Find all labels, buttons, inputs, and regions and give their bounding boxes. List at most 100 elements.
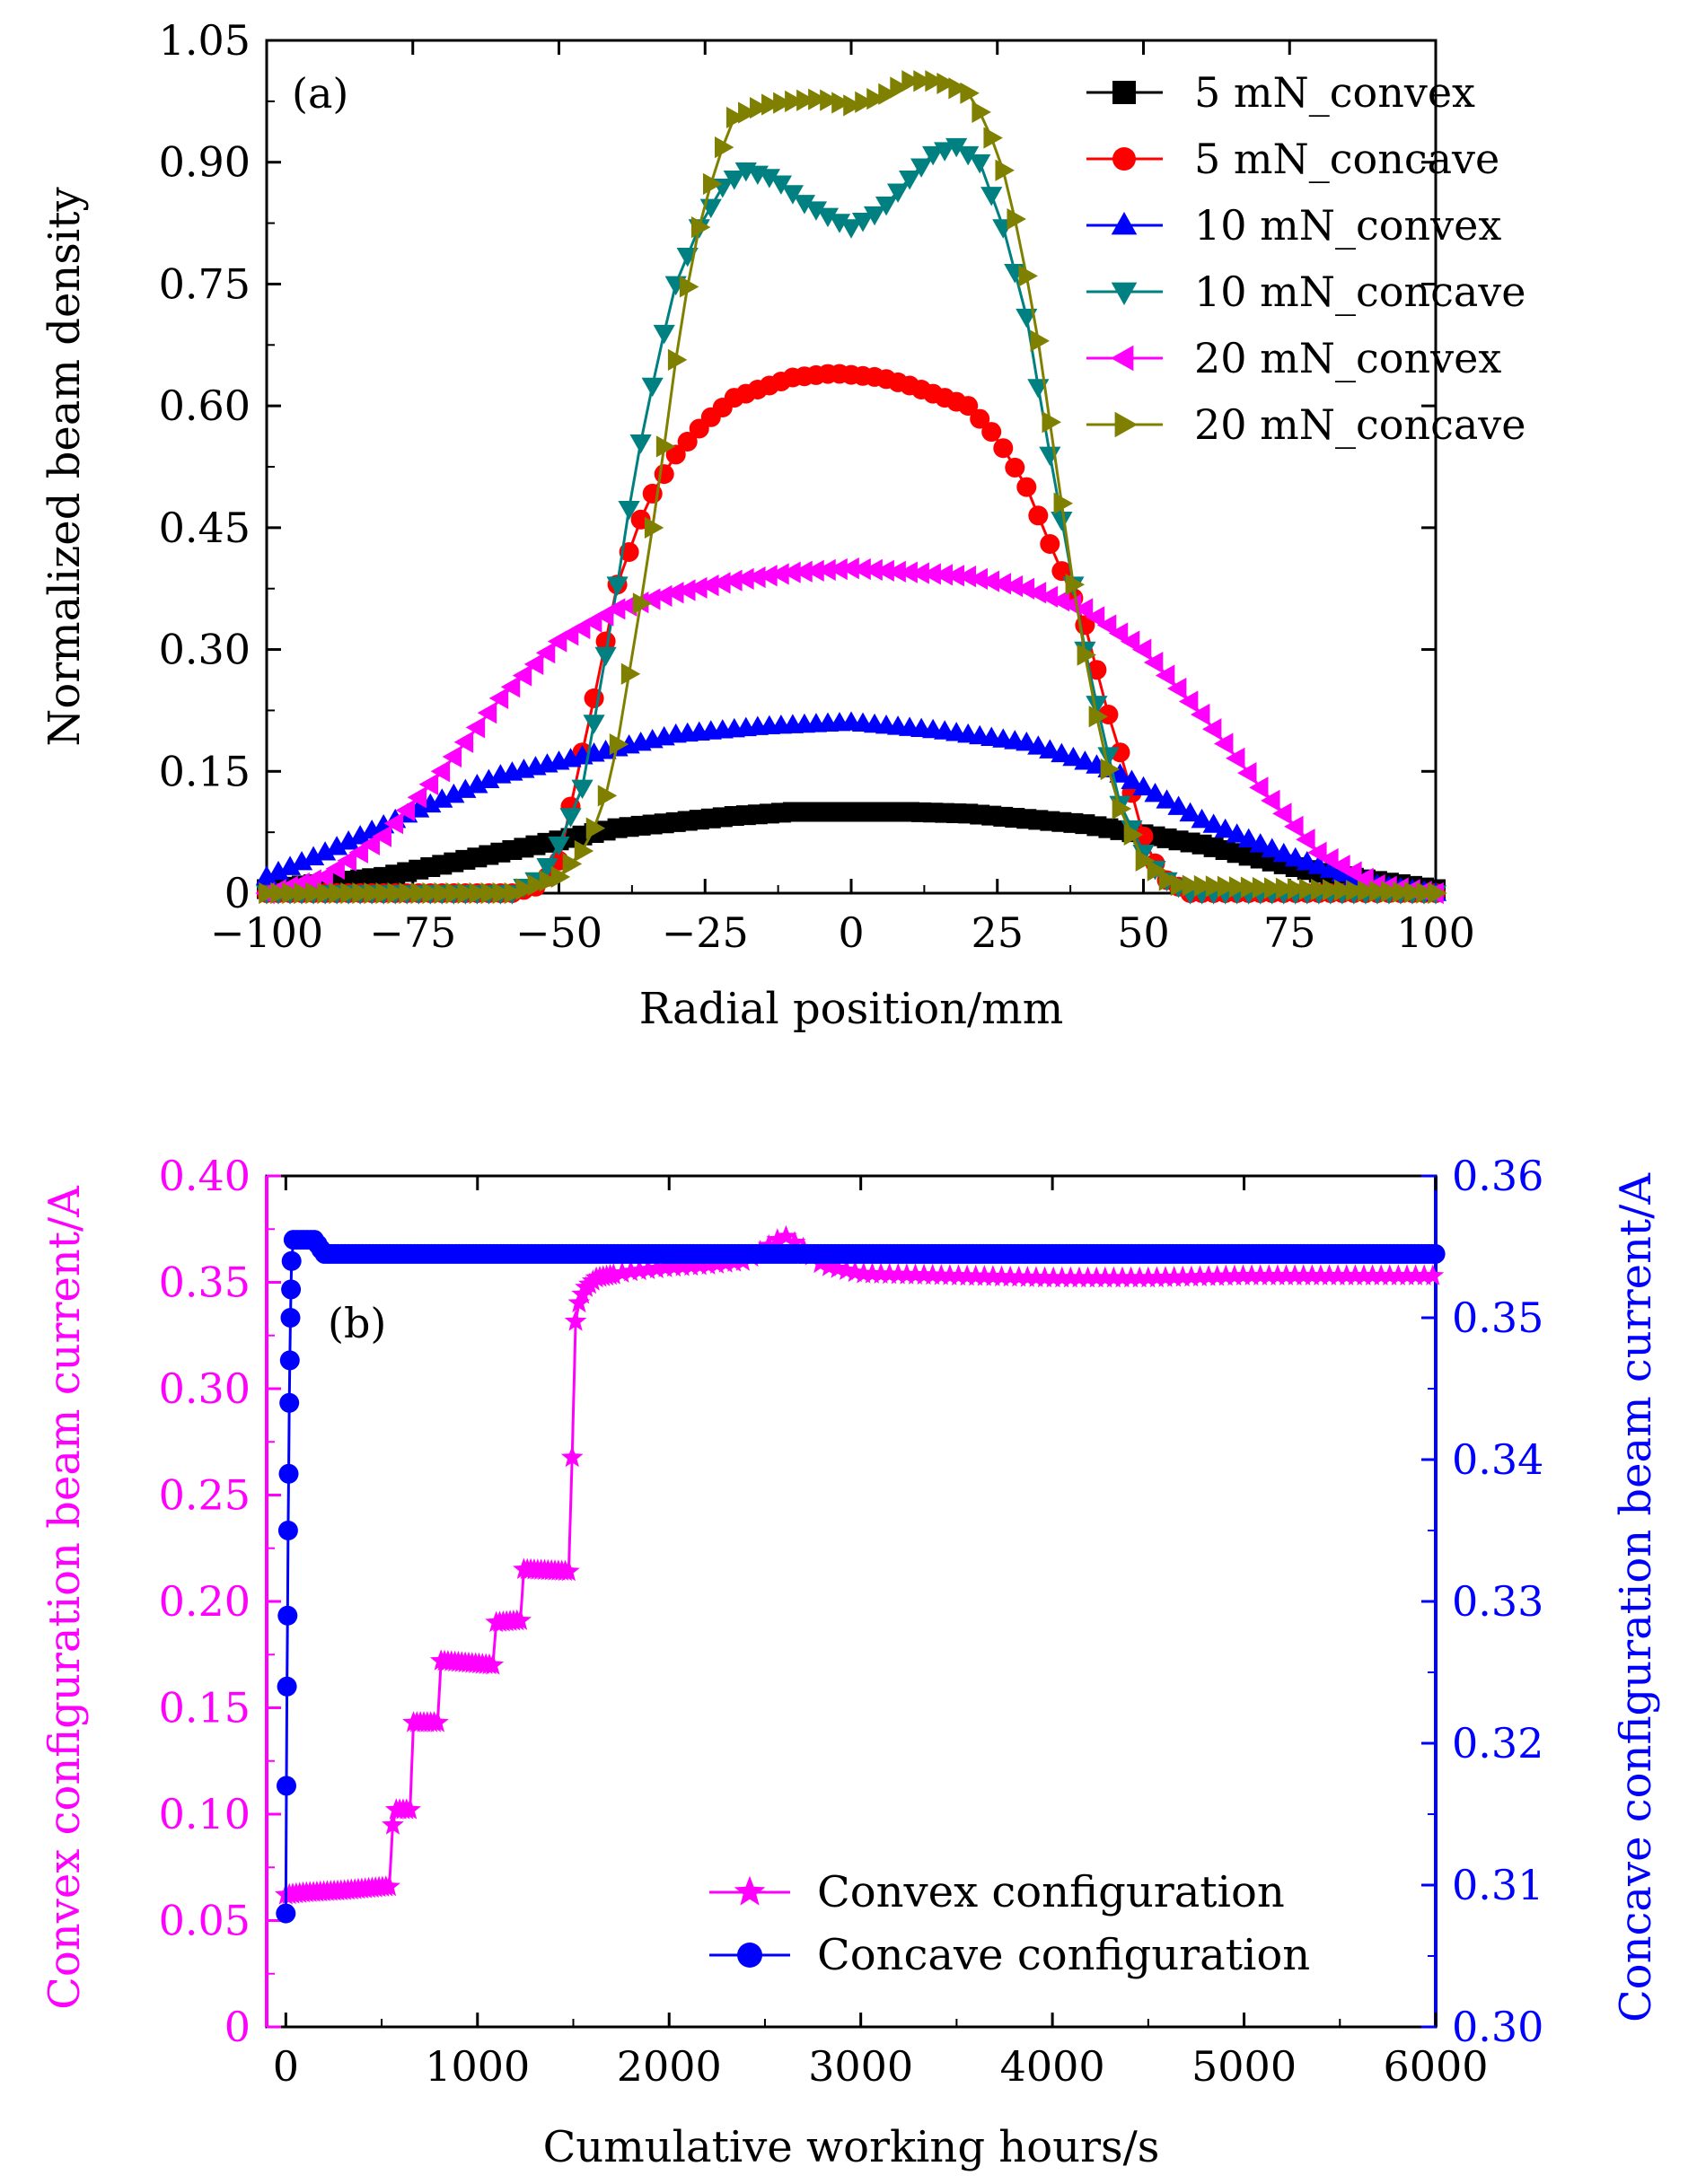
data-point [535,642,556,664]
data-point [1053,492,1074,514]
data-point [560,1445,584,1468]
data-point [969,153,991,174]
data-point [930,1264,953,1285]
data-point [280,1308,301,1328]
data-point [558,1559,580,1582]
b-left-y-tick-label: 0.25 [159,1471,251,1520]
data-point [1323,879,1342,901]
data-point [702,172,723,195]
data-point [990,1265,1013,1286]
data-point [781,561,801,583]
data-point [1428,881,1447,905]
panel-a-x-axis-label: Radial position/mm [639,984,1063,1034]
data-point [878,83,898,105]
a-x-tick-label: −25 [662,908,749,957]
data-point [1123,823,1144,846]
data-point [1073,598,1094,620]
data-point [628,1259,651,1281]
data-point [676,579,696,601]
data-point [571,779,594,800]
data-point [1334,879,1354,901]
data-point [816,207,840,228]
series-20-mn-concave [259,70,1447,905]
data-point [1240,876,1261,899]
legend-label: 10 mN_concave [1194,268,1526,316]
data-point [723,569,743,592]
legend-marker [734,1875,766,1906]
a-x-tick-label: −100 [210,908,323,957]
data-point [699,574,719,597]
a-y-tick-label: 0.45 [159,504,251,552]
data-point [431,788,453,808]
data-point [1189,1265,1211,1286]
data-point [1335,1264,1358,1285]
data-point [921,1263,945,1285]
data-point [1096,614,1117,636]
data-point [504,881,524,905]
b-left-y-tick-label: 0.30 [159,1364,251,1413]
data-point [875,559,894,582]
a-x-tick-label: 100 [1396,908,1475,957]
data-point [738,101,758,124]
data-point [584,688,604,708]
data-point [453,731,474,753]
data-point [1226,823,1248,843]
a-x-tick-label: 0 [838,908,864,957]
data-point [958,396,979,417]
data-point [875,196,898,216]
data-point [564,1310,587,1331]
data-point [1309,1264,1332,1285]
data-point [1051,742,1073,763]
data-point [1182,874,1202,897]
data-point [1193,874,1214,898]
data-point [1132,776,1155,796]
data-point [1319,858,1341,878]
data-point [426,1711,449,1732]
data-point [1097,747,1120,767]
legend-marker [737,1943,762,1968]
data-point [993,438,1014,459]
data-point [378,1874,400,1897]
data-point [956,566,976,588]
legend-marker [1111,212,1138,235]
data-point [313,865,333,889]
b-left-y-tick-label: 0.15 [159,1684,251,1732]
a-y-tick-label: 0.30 [159,626,251,674]
data-point [866,88,886,110]
data-point [677,432,698,452]
b-right-y-tick-label: 0.34 [1452,1435,1543,1484]
b-right-y-tick-label: 0.30 [1452,2003,1543,2051]
data-point [1016,731,1038,751]
b-x-tick-label: 5000 [1191,2042,1297,2091]
data-point [457,881,477,905]
data-point [750,96,769,119]
data-point [1086,696,1108,715]
data-point [418,773,439,795]
data-point [1228,876,1249,899]
data-point [454,778,477,798]
data-point [840,557,859,580]
data-point [1040,534,1060,554]
b-left-y-tick-label: 0.10 [159,1790,251,1838]
data-point [1206,1265,1228,1286]
data-point [629,434,652,454]
data-point [1018,265,1038,287]
data-point [395,799,416,821]
panel-a: −100 −75 −50 −25 0 25 50 75 100 0 0.15 0.30 0.45 0.60… [40,16,1526,1034]
data-point [477,702,497,724]
data-point [523,653,544,675]
data-point [1016,477,1037,497]
data-point [302,869,321,891]
data-point [781,185,804,205]
legend-marker [1111,282,1138,305]
data-point [419,793,442,813]
data-point [1028,505,1049,526]
data-point [646,1257,668,1278]
data-point [1226,747,1245,769]
data-point [1416,881,1436,904]
data-point [898,561,918,583]
b-left-y-tick-label: 0.40 [159,1152,251,1200]
data-point [1085,606,1105,628]
data-point [618,500,640,521]
data-point [904,1263,927,1285]
